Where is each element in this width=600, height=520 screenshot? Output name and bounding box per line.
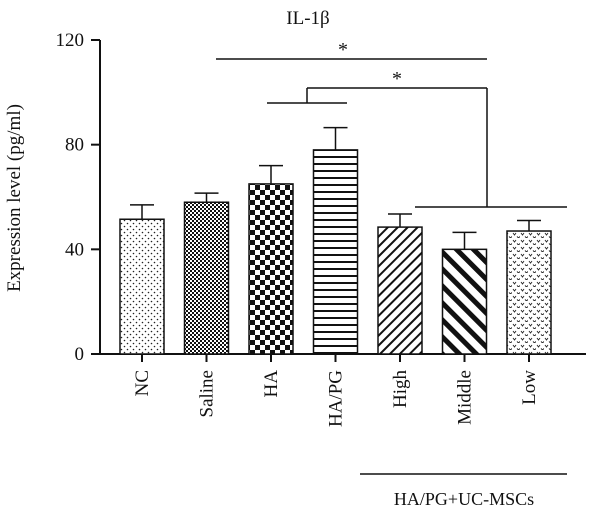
x-tick-label: NC bbox=[132, 370, 153, 396]
significance-star-2: * bbox=[392, 68, 402, 90]
y-axis-label: Expression level (pg/ml) bbox=[4, 104, 25, 292]
x-tick-label: HA bbox=[261, 370, 282, 398]
x-tick-label: High bbox=[390, 370, 411, 409]
y-tick-label: 0 bbox=[75, 344, 85, 365]
category-labels: NC Saline HA HA/PG High Middle Low bbox=[132, 354, 540, 427]
bar-low bbox=[506, 230, 552, 355]
bar-ha bbox=[248, 183, 294, 355]
y-tick-label: 40 bbox=[65, 239, 84, 260]
significance-bracket-1: * bbox=[216, 39, 487, 61]
significance-bracket-2: * bbox=[267, 68, 567, 208]
x-tick-label: Saline bbox=[197, 370, 218, 418]
bar-middle bbox=[441, 248, 488, 355]
x-tick-label: Low bbox=[519, 370, 540, 405]
significance-star-1: * bbox=[338, 39, 348, 61]
y-tick-label: 120 bbox=[56, 30, 85, 51]
group-label: HA/PG+UC-MSCs bbox=[394, 489, 534, 509]
bar-nc bbox=[119, 218, 165, 355]
y-ticks: 0 40 80 120 bbox=[56, 30, 100, 365]
bar-high bbox=[377, 226, 423, 355]
x-tick-label: HA/PG bbox=[326, 370, 347, 427]
chart-title: IL-1β bbox=[286, 8, 329, 29]
y-tick-label: 80 bbox=[65, 135, 84, 156]
bar-ha-pg bbox=[312, 149, 359, 355]
x-tick-label: Middle bbox=[455, 370, 476, 425]
bar-saline bbox=[183, 201, 230, 355]
